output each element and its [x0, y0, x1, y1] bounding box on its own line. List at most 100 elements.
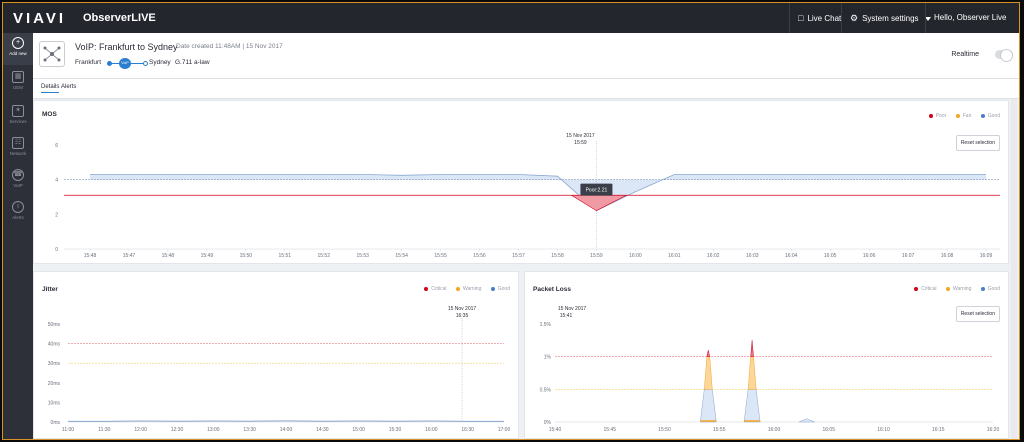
legend-item[interactable]: Fair — [955, 113, 972, 119]
sidebar-item-services[interactable]: ✶ Services — [3, 101, 33, 133]
legend-label: Poor — [935, 113, 947, 119]
x-tick-label: 15:55 — [434, 253, 447, 259]
live-chat-button[interactable]: □ Live Chat — [789, 3, 849, 33]
legend-item[interactable]: Critical — [914, 286, 937, 292]
y-tick-label: 40ms — [48, 342, 61, 348]
system-settings-label: System settings — [862, 14, 919, 23]
network-icon: ☷ — [12, 137, 24, 149]
mos-legend: Poor Fair Good — [921, 113, 1000, 119]
legend-item[interactable]: Critical — [424, 286, 447, 292]
x-tick-label: 16:00 — [425, 427, 438, 433]
legend-label: Warning — [462, 286, 482, 292]
realtime-label: Realtime — [951, 51, 979, 58]
sidebar-item-add-new[interactable]: + Add new — [3, 33, 33, 65]
packet-loss-legend: Critical Warning Good — [906, 286, 1000, 292]
x-tick-label: 15:30 — [389, 427, 402, 433]
date-created: Date created 11:48AM | 15 Nov 2017 — [176, 43, 283, 50]
realtime-toggle[interactable] — [995, 49, 1013, 62]
sidebar-item-network[interactable]: ☷ Network — [3, 133, 33, 165]
x-tick-label: 16:04 — [785, 253, 798, 259]
x-tick-label: 16:05 — [822, 427, 835, 433]
mos-series-line — [90, 174, 986, 212]
x-tick-label: 15:48 — [84, 253, 97, 259]
tab-details[interactable]: Details — [41, 84, 60, 93]
x-tick-label: 15:48 — [162, 253, 175, 259]
x-tick-label: 16:06 — [863, 253, 876, 259]
spike-critical-area — [706, 350, 711, 357]
x-tick-label: 15:49 — [201, 253, 214, 259]
x-tick-label: 16:09 — [980, 253, 993, 259]
x-tick-label: 15:57 — [512, 253, 525, 259]
sidebar-item-label: UEM — [13, 85, 23, 90]
x-tick-label: 17:00 — [498, 427, 511, 433]
mos-reset-selection-button[interactable]: Reset selection — [955, 135, 1000, 151]
cursor-date: 15 Nov 2017 — [566, 133, 595, 139]
spike-warning-area — [704, 356, 713, 390]
x-tick-label: 16:01 — [668, 253, 681, 259]
legend-item[interactable]: Good — [980, 286, 1000, 292]
legend-item[interactable]: Good — [490, 286, 510, 292]
sidebar-item-alerts[interactable]: i Alerts — [3, 197, 33, 229]
legend-dot — [928, 113, 933, 118]
cursor-date: 15 Nov 2017 — [558, 306, 587, 312]
cursor-time: 15:59 — [574, 140, 587, 146]
x-tick-label: 15:53 — [356, 253, 369, 259]
x-tick-label: 15:51 — [279, 253, 292, 259]
y-tick-label: 2 — [55, 212, 58, 218]
tooltip-text: Poor:2.21 — [586, 188, 608, 194]
x-tick-label: 15:50 — [240, 253, 253, 259]
legend-item[interactable]: Poor — [928, 113, 947, 119]
x-tick-label: 16:05 — [824, 253, 837, 259]
system-settings-menu[interactable]: ⚙ System settings — [841, 3, 939, 33]
legend-label: Critical — [431, 286, 447, 292]
packet-loss-reset-selection-button[interactable]: Reset selection — [955, 306, 1000, 322]
cursor-date: 15 Nov 2017 — [448, 306, 477, 312]
legend-dot — [980, 286, 985, 291]
x-tick-label: 15:45 — [603, 427, 616, 433]
legend-item[interactable]: Warning — [945, 286, 971, 292]
sidebar: + Add new ▦ UEM ✶ Services ☷ Network ☎ VoIP i… — [3, 33, 33, 439]
x-tick-label: 15:40 — [549, 427, 562, 433]
top-bar: VIAVI ObserverLIVE □ Live Chat ⚙ System se… — [3, 3, 1019, 55]
poor-dip-area — [570, 194, 627, 212]
sidebar-item-voip[interactable]: ☎ VoIP — [3, 165, 33, 197]
legend-dot — [945, 286, 950, 291]
legend-dot — [955, 113, 960, 118]
packet-loss-title: Packet Loss — [533, 286, 571, 293]
legend-label: Critical — [921, 286, 937, 292]
jitter-title: Jitter — [42, 286, 58, 293]
sidebar-item-label: Add new — [9, 51, 27, 56]
page-scrollbar[interactable] — [1011, 99, 1017, 439]
y-tick-label: 10ms — [48, 400, 61, 406]
y-tick-label: 30ms — [48, 361, 61, 367]
chevron-down-icon — [924, 16, 931, 21]
legend-dot — [455, 286, 460, 291]
user-menu[interactable]: Hello, Observer Live — [925, 3, 1019, 55]
sidebar-item-uem[interactable]: ▦ UEM — [3, 67, 33, 99]
tab-bar: Details Alerts — [33, 79, 1019, 99]
legend-item[interactable]: Warning — [455, 286, 482, 292]
legend-label: Good — [987, 113, 1000, 119]
legend-item[interactable]: Good — [980, 113, 1000, 119]
viavi-logo[interactable]: VIAVI — [13, 10, 67, 27]
legend-dot — [424, 286, 429, 291]
live-chat-label: Live Chat — [807, 14, 842, 23]
legend-label: Fair — [962, 113, 972, 119]
sidebar-item-label: VoIP — [13, 183, 23, 188]
tab-alerts[interactable]: Alerts — [61, 84, 77, 90]
spike-critical-area — [750, 340, 754, 357]
legend-label: Good — [497, 286, 510, 292]
jitter-panel: Jitter Critical Warning Good 0ms 10ms 20ms… — [33, 271, 519, 439]
x-tick-label: 16:02 — [707, 253, 720, 259]
mos-title: MOS — [42, 111, 57, 118]
y-tick-label: 1.5% — [540, 322, 552, 328]
x-tick-label: 15:59 — [590, 253, 603, 259]
x-tick-label: 16:00 — [629, 253, 642, 259]
y-tick-label: 50ms — [48, 322, 61, 328]
sidebar-item-label: Network — [9, 151, 27, 156]
x-tick-label: 16:30 — [461, 427, 474, 433]
